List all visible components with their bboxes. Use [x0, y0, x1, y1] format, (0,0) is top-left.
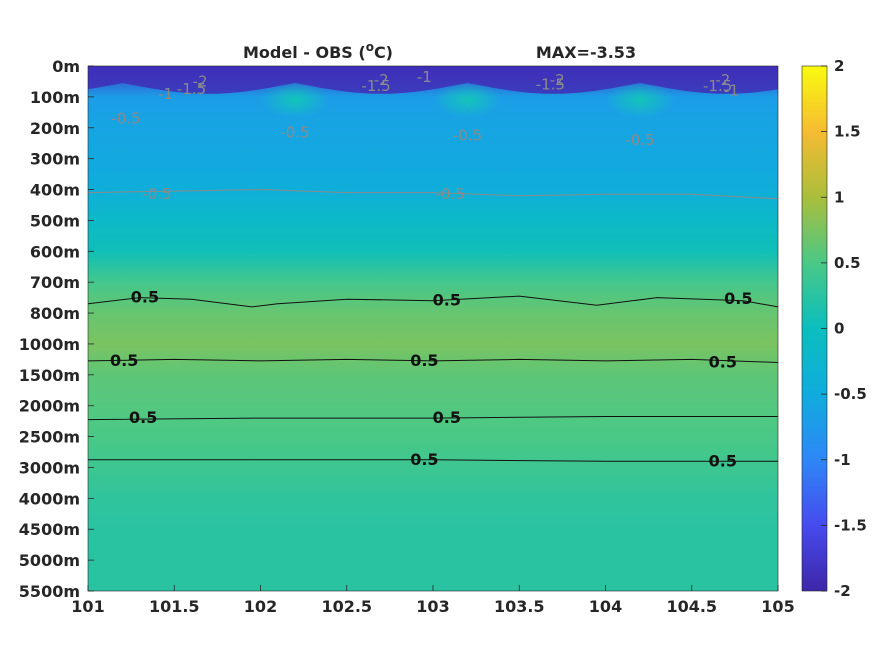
y-tick-label: 5000m	[19, 551, 80, 570]
y-tick-label: 5500m	[19, 582, 80, 601]
contour-label-20: 0.5	[110, 351, 138, 370]
y-tick-label: 800m	[30, 304, 80, 323]
y-tick-label: 1500m	[19, 366, 80, 385]
title-superscript: o	[366, 40, 374, 54]
x-tick-label: 102	[244, 597, 277, 616]
contour-label-16: -0.5	[436, 185, 465, 203]
colorbar-tick-label: -1	[834, 451, 851, 469]
contour-label-2: -1.5	[177, 80, 206, 98]
y-tick-label: 500m	[30, 211, 80, 230]
y-tick-label: 2500m	[19, 428, 80, 447]
colorbar-tick-label: -2	[834, 582, 851, 600]
title-suffix: C)	[374, 43, 393, 62]
y-tick-label: 4000m	[19, 489, 80, 508]
contour-label-21: 0.5	[410, 351, 438, 370]
colorbar-tick-label: 0.5	[834, 254, 861, 272]
contour-label-17: 0.5	[131, 288, 159, 307]
contour-label-8: -1.5	[703, 77, 732, 95]
warm-spot-2	[606, 81, 674, 118]
contour-label-15: -0.5	[142, 185, 171, 203]
colorbar-tick-label: 0	[834, 320, 844, 338]
chart-title: Model - OBS (oC)	[243, 40, 393, 62]
y-tick-label: 2000m	[19, 397, 80, 416]
surface-cold-band	[88, 66, 778, 94]
x-axis: 101 101.5 102 102.5 103 103.5 104 104.5 105	[71, 585, 795, 616]
y-tick-label: 400m	[30, 181, 80, 200]
contour-label-5: -1	[417, 68, 432, 86]
x-tick-label: 105	[761, 597, 794, 616]
y-tick-label: 200m	[30, 119, 80, 138]
x-tick-label: 103	[416, 597, 449, 616]
y-tick-label: 300m	[30, 150, 80, 169]
max-annotation: MAX=-3.53	[536, 43, 636, 62]
contour-label-9: -2	[715, 71, 730, 89]
warm-spot-1	[433, 81, 502, 118]
contour-label-1: -1	[158, 85, 173, 103]
contour-0.5-deep1	[88, 416, 778, 421]
contour-label-25: 0.5	[410, 450, 438, 469]
warm-spot-0	[261, 81, 329, 118]
colorbar-tick-label: -0.5	[834, 385, 867, 403]
contour-label-12: -0.5	[280, 123, 309, 141]
x-tick-label: 102.5	[321, 597, 372, 616]
x-tick-label: 104.5	[666, 597, 717, 616]
contour-label-22: 0.5	[709, 352, 737, 371]
contour-label-7: -2	[550, 71, 565, 89]
y-tick-label: 3000m	[19, 458, 80, 477]
contour-label-26: 0.5	[709, 451, 737, 470]
x-tick-label: 101.5	[149, 597, 200, 616]
plot-area: -2-1 -1.5 -1.5-2 -1 -1.5-2 -1.5-2-1-0.5-0.5 -0…	[87, 65, 779, 592]
heatmap-field	[88, 66, 778, 591]
contour-0.5-lower	[88, 358, 778, 363]
contour-0.5-deep2	[88, 459, 778, 462]
contour-label-10: -1	[724, 82, 739, 100]
contour-neg0.5-mid	[88, 188, 778, 200]
contour-label-19: 0.5	[724, 289, 752, 308]
contour-label-4: -2	[374, 71, 389, 89]
y-tick-label: 100m	[30, 88, 80, 107]
contour-label-3: -1.5	[361, 77, 390, 95]
y-tick-label: 1000m	[19, 335, 80, 354]
contour-label-6: -1.5	[536, 76, 565, 94]
contour-label-13: -0.5	[453, 126, 482, 144]
contour-label-0: -2	[193, 72, 208, 90]
contour-label-24: 0.5	[433, 408, 461, 427]
y-tick-label: 4500m	[19, 520, 80, 539]
colorbar-tick-label: 2	[834, 57, 844, 75]
colorbar-tick-label: -1.5	[834, 516, 867, 534]
contour-label-23: 0.5	[129, 408, 157, 427]
contour-label-14: -0.5	[625, 131, 654, 149]
y-tick-label: 700m	[30, 273, 80, 292]
colorbar-tick-label: 1.5	[834, 123, 861, 141]
title-prefix: Model - OBS (	[243, 43, 366, 62]
y-tick-label: 600m	[30, 242, 80, 261]
x-tick-label: 104	[589, 597, 622, 616]
x-tick-label: 103.5	[494, 597, 545, 616]
contour-0.5-upper	[88, 295, 778, 308]
x-tick-label: 101	[71, 597, 104, 616]
colorbar: 2 1.5 1 0.5 0 -0.5 -1 -1.5 -2	[801, 57, 867, 600]
contour-label-18: 0.5	[433, 291, 461, 310]
y-tick-label: 0m	[52, 57, 80, 76]
colorbar-tick-label: 1	[834, 188, 844, 206]
contour-label-11: -0.5	[111, 110, 140, 128]
y-axis: 0m 100m 200m 300m 400m 500m 600m 700m 800m 1000m 1…	[19, 57, 94, 601]
